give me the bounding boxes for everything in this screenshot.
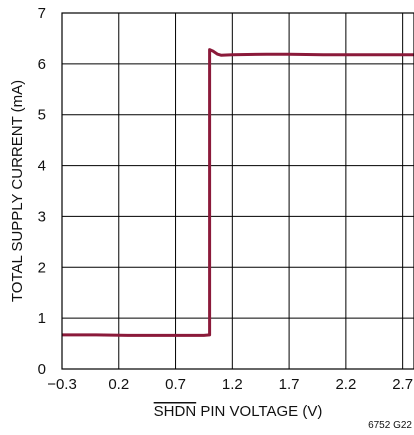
y-tick-label: 6 [38, 56, 46, 73]
series-layer [62, 48, 414, 337]
x-tick-label: −0.3 [47, 376, 77, 393]
grid [62, 13, 414, 369]
figure-code: 6752 G22 [368, 420, 412, 431]
x-tick-label: 0.7 [165, 376, 186, 393]
x-tick-label: 0.2 [108, 376, 129, 393]
y-tick-label: 4 [38, 158, 46, 175]
x-axis-title: SHDN PIN VOLTAGE (V) [154, 403, 323, 420]
y-tick-label: 1 [38, 310, 46, 327]
x-axis-title-rest: PIN VOLTAGE (V) [196, 403, 322, 420]
x-tick-label: 2.2 [335, 376, 356, 393]
x-axis-title-overlined-part: SHDN [154, 403, 197, 420]
y-tick-label: 2 [38, 259, 46, 276]
y-axis-title: TOTAL SUPPLY CURRENT (mA) [9, 80, 26, 302]
tick-labels: −0.3 0.2 0.7 1.2 1.7 2.2 2.7 0 1 2 3 4 5 6 7 [38, 5, 413, 393]
x-tick-label: 1.7 [279, 376, 300, 393]
x-tick-label: 1.2 [222, 376, 243, 393]
x-tick-label: 2.7 [392, 376, 413, 393]
y-tick-label: 3 [38, 208, 46, 225]
series-line [62, 48, 414, 337]
y-tick-label: 7 [38, 5, 46, 22]
plot-frame [61, 12, 414, 370]
y-tick-label: 5 [38, 107, 46, 124]
y-tick-label: 0 [38, 361, 46, 378]
